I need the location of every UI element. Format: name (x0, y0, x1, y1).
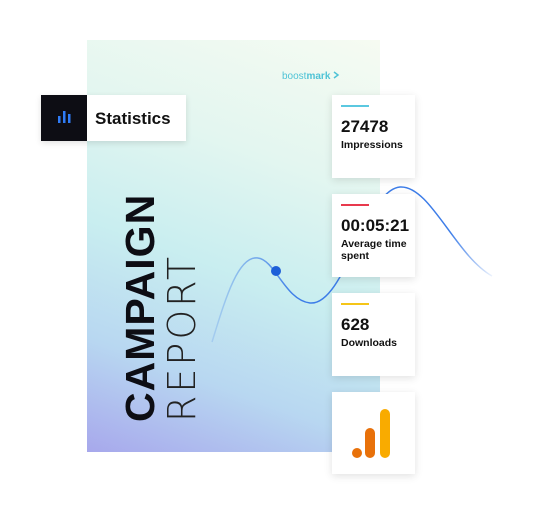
bars-icon (58, 111, 71, 123)
card-label: Downloads (341, 337, 398, 349)
stat-card: 27478 Impressions (332, 95, 415, 178)
card-accent (341, 303, 369, 305)
report-subtitle: REPORT (160, 253, 204, 422)
report-title: CAMPAIGN (117, 193, 163, 422)
trend-curve (211, 186, 493, 343)
card-value: 628 (341, 315, 370, 334)
badge-icon (41, 95, 87, 141)
card-label: Impressions (341, 139, 403, 151)
stat-card: 00:05:21 Average time spent (332, 194, 415, 277)
brand-arrow (333, 71, 340, 79)
analytics-card (332, 392, 415, 474)
badge-label: Statistics (95, 109, 171, 128)
card-value: 27478 (341, 117, 389, 136)
stat-card: 628 Downloads (332, 293, 415, 376)
brand-prefix: boost (282, 71, 307, 82)
card-value: 00:05:21 (341, 216, 410, 235)
card-accent (341, 204, 369, 206)
card-label: Average time spent (341, 238, 407, 262)
brand-suffix: mark (306, 71, 331, 82)
statistics-badge: Statistics (41, 95, 186, 141)
brand: boostmark (282, 71, 340, 82)
analytics-logo (352, 409, 390, 458)
curve-dot (271, 266, 281, 276)
card-accent (341, 105, 369, 107)
